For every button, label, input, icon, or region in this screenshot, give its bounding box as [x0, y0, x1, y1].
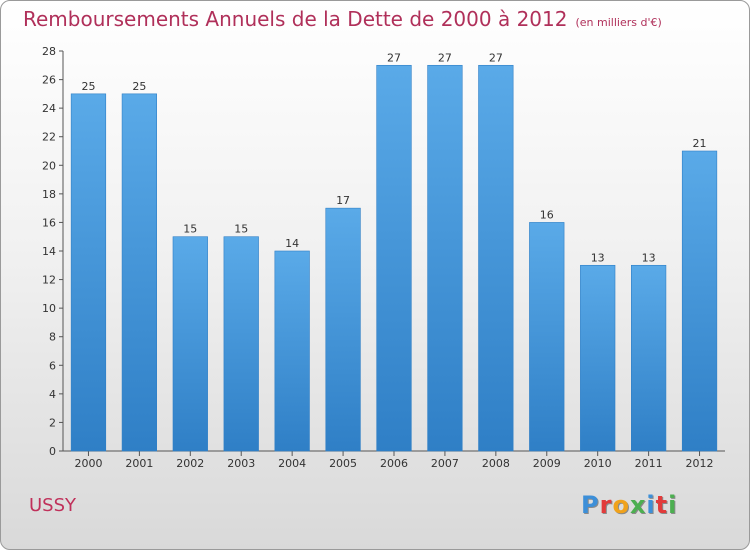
bar-2001: [121, 93, 157, 452]
bar-value-label: 15: [234, 223, 248, 236]
bar-2006: [376, 64, 412, 452]
city-name: USSY: [29, 495, 77, 516]
bar-2012: [681, 150, 718, 452]
logo-letter: r: [599, 491, 613, 519]
x-tick-label: 2012: [686, 457, 714, 470]
x-tick-label: 2005: [329, 457, 357, 470]
data-labels-group: 25 25 15 15 14 17 27 27 27 16 13 13 21: [81, 51, 706, 264]
x-tick-label: 2007: [431, 457, 459, 470]
bar-value-label: 16: [540, 208, 554, 221]
bar-value-label: 25: [81, 80, 95, 93]
chart-title-unit: (en milliers d'€): [575, 16, 662, 29]
y-tick-label: 14: [42, 245, 56, 258]
bar-2005: [325, 207, 361, 452]
bar-2010: [580, 264, 616, 452]
y-tick-label: 8: [49, 331, 56, 344]
bar-2002: [172, 236, 208, 452]
y-tick-label: 16: [42, 216, 56, 229]
x-tick-label: 2003: [227, 457, 255, 470]
bar-value-label: 27: [438, 51, 452, 64]
x-tick-label: 2001: [125, 457, 153, 470]
y-tick-label: 12: [42, 274, 56, 287]
y-tick-label: 20: [42, 159, 56, 172]
bars-group: [70, 64, 718, 452]
bar-2011: [631, 264, 667, 452]
bar-value-label: 15: [183, 223, 197, 236]
y-tick-label: 22: [42, 131, 56, 144]
x-tick-label: 2004: [278, 457, 306, 470]
x-tick-label: 2008: [482, 457, 510, 470]
chart-title-main: Remboursements Annuels de la Dette de 20…: [23, 7, 568, 31]
bar-value-label: 21: [693, 137, 707, 150]
bar-value-label: 14: [285, 237, 299, 250]
x-tick-label: 2010: [584, 457, 612, 470]
x-axis: 2000 2001 2002 2003 2004 2005 2006 2007 2008 2009…: [63, 450, 725, 470]
logo-letter: i: [646, 491, 656, 519]
proxiti-logo[interactable]: Proxiti: [581, 491, 677, 519]
logo-letter: x: [629, 491, 647, 519]
logo-letter: i: [668, 491, 678, 519]
x-tick-label: 2011: [635, 457, 663, 470]
logo-letter: t: [655, 491, 669, 519]
x-tick-label: 2000: [74, 457, 102, 470]
y-tick-label: 10: [42, 302, 56, 315]
bar-value-label: 27: [387, 51, 401, 64]
logo-letter: o: [612, 491, 630, 519]
logo-letter: P: [581, 491, 600, 519]
x-tick-label: 2002: [176, 457, 204, 470]
bar-2004: [274, 250, 310, 452]
bar-value-label: 17: [336, 194, 350, 207]
y-tick-label: 2: [49, 416, 56, 429]
bar-2000: [70, 93, 107, 452]
y-tick-label: 4: [49, 388, 56, 401]
y-tick-label: 26: [42, 74, 56, 87]
y-tick-label: 0: [49, 445, 56, 458]
y-tick-label: 28: [42, 45, 56, 58]
bar-2009: [529, 222, 565, 452]
x-tick-label: 2009: [533, 457, 561, 470]
chart-title: Remboursements Annuels de la Dette de 20…: [23, 7, 662, 31]
bar-value-label: 13: [642, 251, 656, 264]
bar-value-label: 27: [489, 51, 503, 64]
bar-2003: [223, 236, 259, 452]
bar-value-label: 25: [132, 80, 146, 93]
bar-value-label: 13: [591, 251, 605, 264]
bar-2007: [427, 64, 463, 452]
bar-2008: [478, 64, 514, 452]
y-tick-label: 24: [42, 102, 56, 115]
y-tick-label: 6: [49, 359, 56, 372]
x-tick-label: 2006: [380, 457, 408, 470]
y-tick-label: 18: [42, 188, 56, 201]
